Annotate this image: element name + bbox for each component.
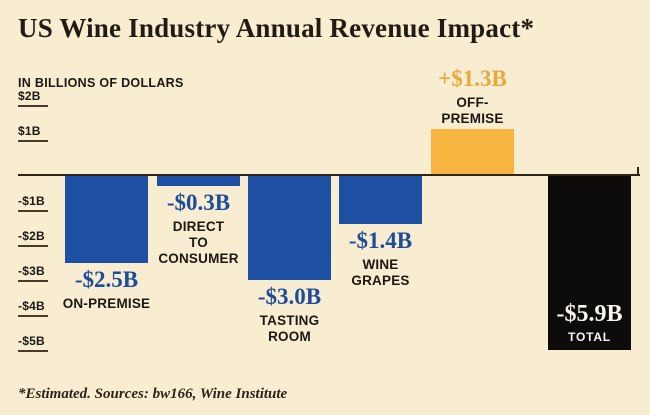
zero-axis-line <box>18 174 640 176</box>
category-label-off-premise: OFF- PREMISE <box>441 95 504 126</box>
bar-label-group-wine-grapes: -$1.4B WINE GRAPES <box>317 228 444 289</box>
source-footnote: *Estimated. Sources: bw166, Wine Institu… <box>18 386 288 402</box>
value-label-wine-grapes: -$1.4B <box>348 228 413 253</box>
chart-title: US Wine Industry Annual Revenue Impact* <box>18 13 535 43</box>
bar-total <box>548 175 631 350</box>
value-label-tasting-room: -$3.0B <box>257 284 322 309</box>
y-axis-tick-underline <box>18 105 48 107</box>
y-axis-tick-label: $1B <box>18 124 41 138</box>
y-axis-tick: $2B <box>18 90 58 107</box>
y-axis-tick: $1B <box>18 125 58 142</box>
y-axis-tick-underline <box>18 315 48 317</box>
chart-units-label: IN BILLIONS OF DOLLARS <box>18 76 184 90</box>
y-axis-tick-label: -$3B <box>18 264 45 278</box>
category-label-tasting-room: TASTING ROOM <box>259 313 320 344</box>
y-axis-tick-label: $2B <box>18 89 41 103</box>
y-axis-tick-underline <box>18 210 48 212</box>
category-label-direct-to-consumer: DIRECT TO CONSUMER <box>158 219 239 266</box>
value-label-direct-to-consumer: -$0.3B <box>166 190 231 215</box>
y-axis-tick: -$3B <box>18 265 58 282</box>
category-label-total: TOTAL <box>568 330 611 344</box>
bar-label-group-on-premise: -$2.5B ON-PREMISE <box>43 267 170 312</box>
bar-label-group-tasting-room: -$3.0B TASTING ROOM <box>226 284 353 345</box>
value-label-total: -$5.9B <box>556 301 623 327</box>
y-axis-tick: -$2B <box>18 230 58 247</box>
category-label-on-premise: ON-PREMISE <box>62 296 151 311</box>
y-axis-tick-label: -$1B <box>18 194 45 208</box>
bar-label-group-total: -$5.9B TOTAL <box>548 175 631 350</box>
bar-tasting-room <box>248 175 331 280</box>
y-axis-tick-underline <box>18 280 48 282</box>
zero-axis-end-tick <box>637 167 639 175</box>
y-axis-tick: -$1B <box>18 195 58 212</box>
bar-label-group-off-premise: +$1.3B OFF- PREMISE <box>409 62 536 127</box>
y-axis-tick-underline <box>18 245 48 247</box>
y-axis-tick-underline <box>18 140 48 142</box>
y-axis-tick-label: -$5B <box>18 334 45 348</box>
bar-label-group-direct-to-consumer: -$0.3B DIRECT TO CONSUMER <box>135 190 262 267</box>
bar-on-premise <box>65 175 148 263</box>
category-label-wine-grapes: WINE GRAPES <box>351 257 410 288</box>
y-axis-tick-underline <box>18 350 48 352</box>
y-axis-tick: -$4B <box>18 300 58 317</box>
value-label-off-premise: +$1.3B <box>438 66 507 91</box>
y-axis-tick-label: -$4B <box>18 299 45 313</box>
bar-direct-to-consumer <box>157 175 240 186</box>
bar-off-premise <box>431 129 514 175</box>
y-axis-tick: -$5B <box>18 335 58 352</box>
value-label-on-premise: -$2.5B <box>74 267 139 292</box>
bar-wine-grapes <box>339 175 422 224</box>
y-axis-tick-label: -$2B <box>18 229 45 243</box>
